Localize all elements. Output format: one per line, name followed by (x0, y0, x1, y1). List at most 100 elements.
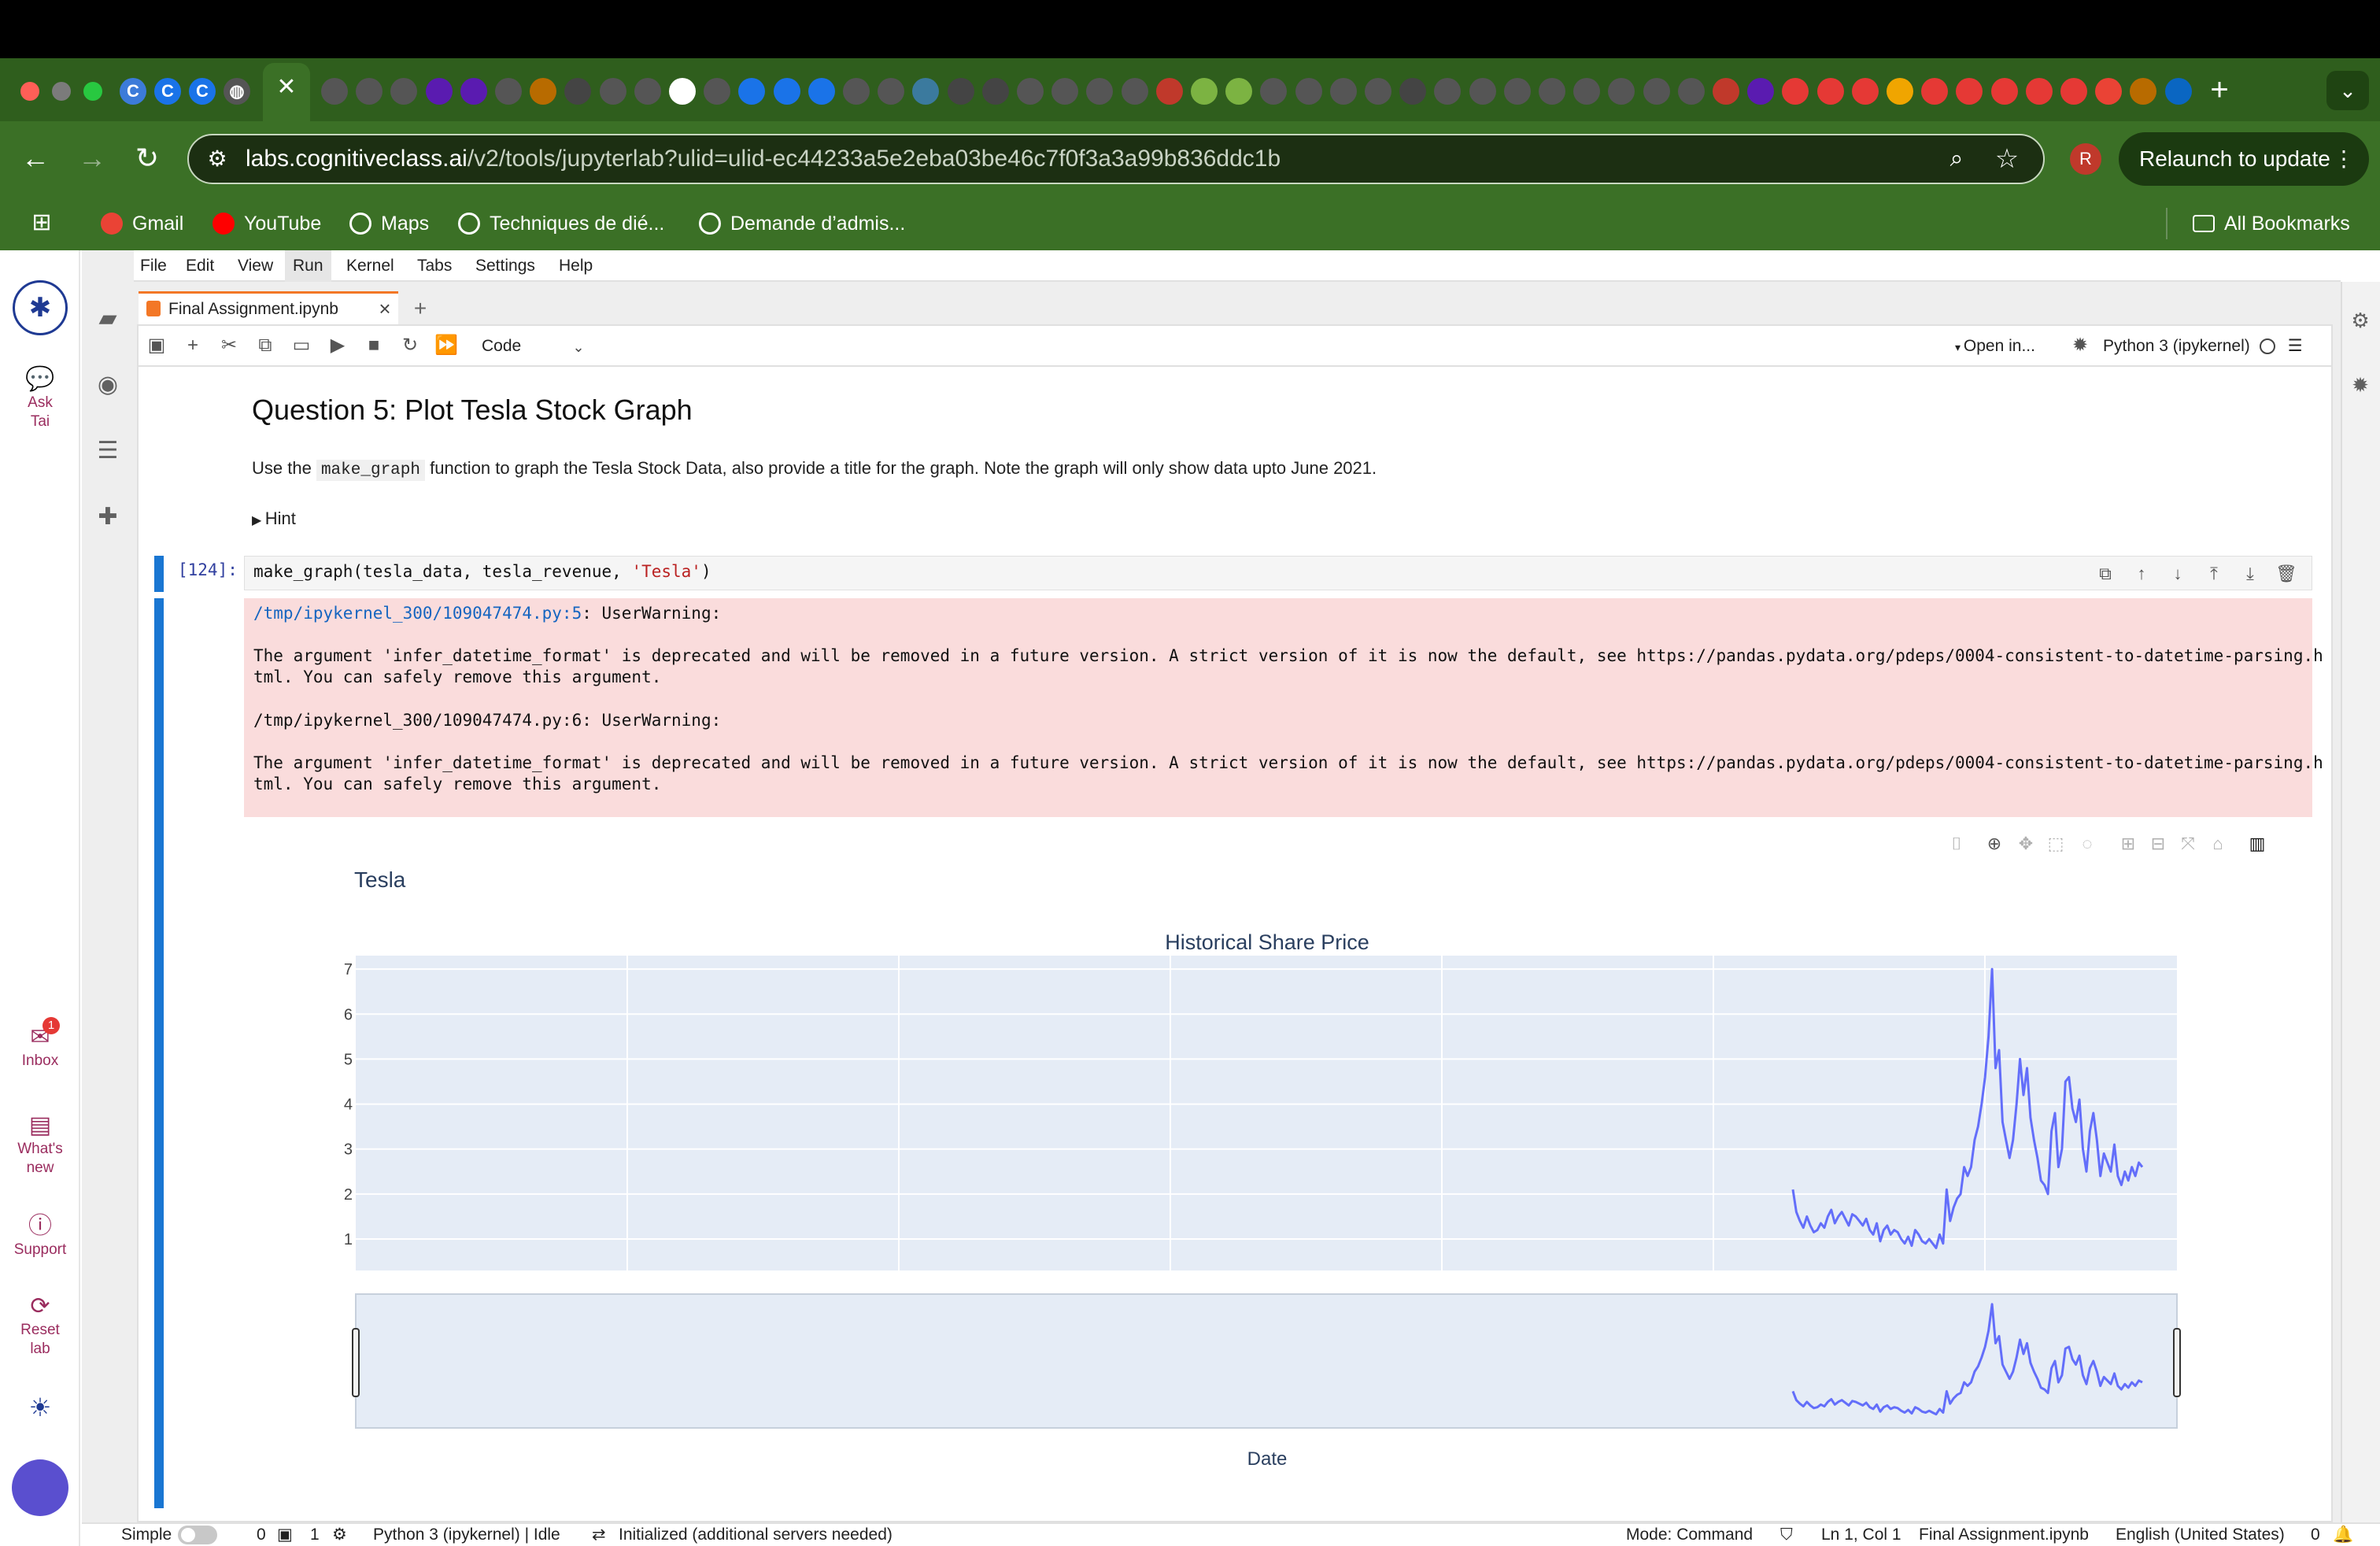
bell-icon[interactable]: 🔔 (2333, 1526, 2354, 1544)
table-of-contents-icon[interactable]: ☰ (97, 438, 119, 464)
duplicate-cell-icon[interactable]: ⧉ (2099, 564, 2112, 583)
browser-tab-favicon[interactable] (1399, 78, 1426, 105)
property-inspector-icon[interactable]: ⚙ (2351, 309, 2370, 332)
box-select-icon[interactable]: ⬚ (2047, 834, 2064, 853)
copy-icon[interactable]: ⧉ (258, 335, 272, 356)
zoom-in-icon[interactable]: ⊞ (2120, 834, 2136, 853)
theme-toggle-icon[interactable]: ☀ (28, 1393, 52, 1422)
browser-tab-favicon[interactable] (1956, 78, 1983, 105)
apps-grid-icon[interactable]: ⊞ (31, 209, 52, 235)
new-tab-button[interactable]: + (2210, 72, 2229, 107)
camera-icon[interactable]: ⌷ (1951, 834, 1962, 853)
run-icon[interactable]: ▶ (330, 335, 346, 356)
browser-tab-favicon[interactable] (2095, 78, 2122, 105)
close-tab-icon[interactable]: ✕ (276, 74, 297, 100)
browser-tab-favicon[interactable] (600, 78, 626, 105)
url-text[interactable]: labs.cognitiveclass.ai/v2/tools/jupyterl… (246, 145, 1281, 173)
running-terminals-icon[interactable]: ◉ (97, 372, 119, 398)
paste-icon[interactable]: ▭ (292, 335, 311, 356)
cell-type-select[interactable]: Code (482, 337, 522, 355)
browser-tab-favicon[interactable] (1086, 78, 1113, 105)
pan-icon[interactable]: ✥ (2018, 834, 2034, 853)
output-collapser[interactable] (154, 598, 164, 1508)
browser-tab-favicon[interactable] (530, 78, 556, 105)
menu-edit[interactable]: Edit (186, 257, 215, 275)
browser-tab-favicon[interactable] (1539, 78, 1565, 105)
browser-tab-favicon[interactable] (2165, 78, 2192, 105)
insert-below-icon[interactable]: ⤓ (2246, 564, 2254, 583)
browser-tab-favicon[interactable] (982, 78, 1009, 105)
code-text[interactable]: make_graph(tesla_data, tesla_revenue, 'T… (253, 562, 711, 581)
restart-icon[interactable]: ↻ (401, 335, 419, 356)
more-vert-icon[interactable]: ⋮ (2333, 146, 2355, 171)
hint-toggle[interactable]: ▶ Hint (252, 509, 296, 529)
whats-new-button[interactable]: ▤ What's new (0, 1111, 80, 1178)
browser-tab-favicon[interactable] (774, 78, 800, 105)
cognitive-class-tab-icon[interactable]: C (120, 78, 146, 105)
browser-tab-favicon[interactable] (460, 78, 487, 105)
kernel-count[interactable]: 1 (310, 1526, 320, 1544)
plotly-logo-icon[interactable]: ▥ (2249, 834, 2266, 853)
user-avatar[interactable] (12, 1459, 68, 1516)
support-button[interactable]: ⓘ Support (0, 1212, 80, 1259)
browser-tab-favicon[interactable] (356, 78, 382, 105)
relaunch-button[interactable]: Relaunch to update ⋮ (2119, 132, 2369, 186)
browser-tab-favicon[interactable] (808, 78, 835, 105)
debugger-toggle-icon[interactable]: ✹ (2071, 335, 2089, 356)
browser-tab-favicon[interactable] (669, 78, 696, 105)
move-up-icon[interactable]: ↑ (2137, 564, 2146, 583)
browser-tab-favicon[interactable] (634, 78, 661, 105)
new-launcher-icon[interactable]: + (413, 296, 427, 320)
all-bookmarks-button[interactable]: All Bookmarks (2193, 197, 2350, 250)
browser-tab-favicon[interactable] (1713, 78, 1739, 105)
browser-tab-favicon[interactable] (1573, 78, 1600, 105)
browser-tab-favicon[interactable] (1156, 78, 1183, 105)
language-status[interactable]: English (United States) (2116, 1526, 2285, 1544)
folder-icon[interactable]: ▰ (98, 305, 117, 331)
open-in-button[interactable]: ▾ Open in... (1955, 332, 2035, 361)
bookmark-item[interactable]: Demande d’admis... (699, 197, 905, 250)
cursor-position[interactable]: Ln 1, Col 1 (1821, 1526, 1901, 1544)
browser-tab-favicon[interactable] (564, 78, 591, 105)
reset-axes-icon[interactable]: ⌂ (2212, 834, 2223, 853)
browser-tab-favicon[interactable] (1643, 78, 1670, 105)
notebook-tab[interactable]: Final Assignment.ipynb (139, 291, 398, 326)
menu-help[interactable]: Help (559, 257, 593, 275)
save-icon[interactable]: ▣ (147, 335, 166, 356)
run-all-icon[interactable]: ⏩ (434, 335, 458, 356)
browser-tab-favicon[interactable] (1887, 78, 1913, 105)
menu-file[interactable]: File (140, 257, 167, 275)
bookmark-item[interactable]: YouTube (213, 197, 321, 250)
browser-tab-favicon[interactable] (1782, 78, 1809, 105)
debugger-icon[interactable]: ✹ (2352, 373, 2369, 397)
notification-count[interactable]: 0 (2311, 1526, 2320, 1544)
close-window-button[interactable] (20, 82, 39, 101)
browser-tab-favicon[interactable] (1504, 78, 1531, 105)
terminal-count[interactable]: 0 (257, 1526, 266, 1544)
browser-tab-favicon[interactable] (1469, 78, 1496, 105)
menu-kernel[interactable]: Kernel (346, 257, 394, 275)
cognitive-class-tab-icon[interactable]: C (189, 78, 216, 105)
cognitive-class-tab-icon[interactable]: C (154, 78, 181, 105)
move-down-icon[interactable]: ↓ (2173, 564, 2182, 583)
browser-tab-favicon[interactable] (1017, 78, 1044, 105)
kernel-name-button[interactable]: Python 3 (ipykernel) ☰ (2103, 332, 2303, 361)
insert-cell-icon[interactable]: + (187, 335, 198, 356)
reload-icon[interactable]: ↻ (135, 142, 160, 174)
browser-tab-favicon[interactable] (1434, 78, 1461, 105)
tab-search-chevron-icon[interactable]: ⌄ (2326, 71, 2369, 110)
cut-icon[interactable]: ✂ (220, 335, 238, 356)
browser-tab-favicon[interactable] (912, 78, 939, 105)
browser-tab-favicon[interactable] (1921, 78, 1948, 105)
zoom-out-icon[interactable]: ⊟ (2150, 834, 2166, 853)
browser-tab-favicon[interactable] (1191, 78, 1218, 105)
minimize-window-button[interactable] (52, 82, 71, 101)
ask-tai-button[interactable]: 💬 Ask Tai (0, 365, 80, 431)
close-tab-icon[interactable]: × (379, 297, 391, 320)
menu-view[interactable]: View (238, 257, 274, 275)
menu-tabs[interactable]: Tabs (417, 257, 453, 275)
lab-logo-icon[interactable]: ✱ (13, 280, 68, 335)
omnibox[interactable] (187, 134, 2045, 184)
browser-tab-favicon[interactable] (1122, 78, 1148, 105)
autoscale-icon[interactable]: ⤧ (2181, 834, 2195, 853)
